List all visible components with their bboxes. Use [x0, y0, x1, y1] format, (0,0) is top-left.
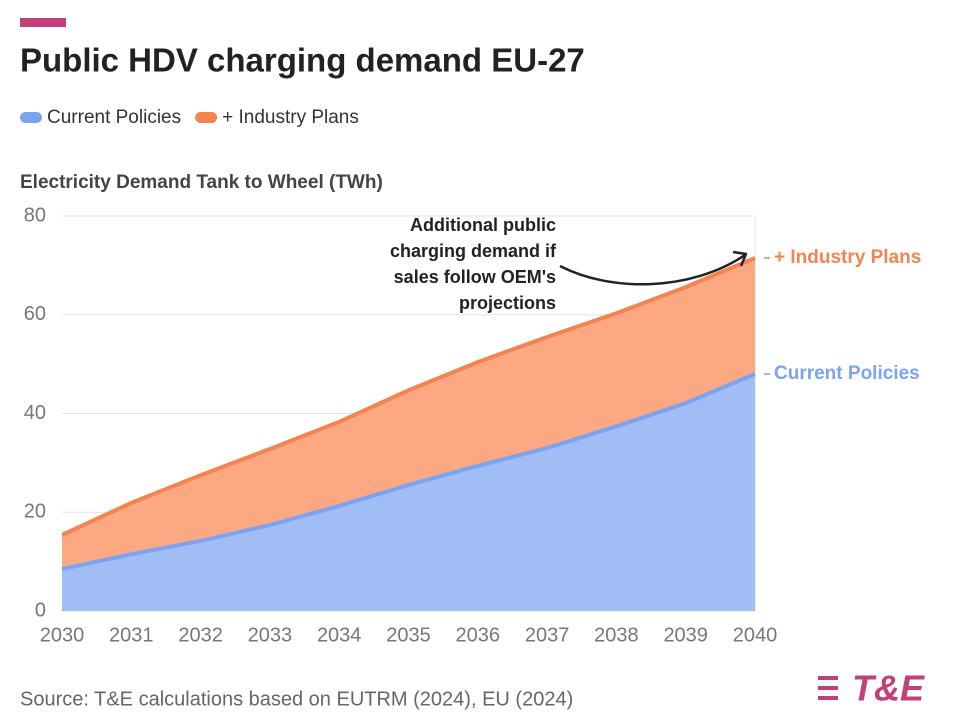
x-tick-label: 2038 [594, 624, 639, 646]
y-axis-label: Electricity Demand Tank to Wheel (TWh) [20, 172, 383, 193]
x-tick-label: 2037 [525, 624, 570, 646]
x-tick-label: 2032 [178, 624, 223, 646]
x-tick-label: 2033 [248, 624, 293, 646]
annotation-arrowhead [732, 250, 748, 267]
annotation: projections [459, 293, 556, 313]
legend-swatch [20, 112, 42, 123]
annotation-arrow [559, 253, 746, 286]
logo: T&E [818, 668, 925, 709]
x-tick-label: 2034 [317, 624, 362, 646]
legend-label: Current Policies [47, 107, 181, 128]
x-tick-label: 2040 [733, 624, 778, 646]
y-tick-label: 0 [35, 599, 46, 621]
area-fill [62, 374, 755, 611]
y-tick-label: 60 [24, 303, 46, 325]
x-tick-label: 2036 [456, 624, 501, 646]
x-tick-label: 2035 [386, 624, 431, 646]
accent-bar [20, 18, 66, 27]
x-tick-label: 2030 [40, 624, 85, 646]
area-line [61, 256, 756, 537]
y-tick-label: 20 [24, 501, 46, 523]
end-label: Current Policies [774, 363, 920, 384]
y-tick-label: 80 [24, 204, 46, 226]
source: Source: T&E calculations based on EUTRM … [20, 688, 573, 710]
annotation: sales follow OEM's [394, 267, 556, 287]
annotation: Additional public [410, 215, 556, 235]
chart-title: Public HDV charging demand EU-27 [20, 42, 585, 79]
legend-label: + Industry Plans [222, 107, 359, 128]
y-tick-label: 40 [24, 402, 46, 424]
end-label: + Industry Plans [774, 247, 921, 268]
x-tick-label: 2031 [109, 624, 154, 646]
area-line [61, 372, 756, 571]
legend-swatch [195, 112, 218, 123]
logo-text: T&E [852, 668, 925, 709]
area-fill [62, 257, 755, 570]
x-tick-label: 2039 [663, 624, 708, 646]
annotation: charging demand if [390, 241, 557, 261]
